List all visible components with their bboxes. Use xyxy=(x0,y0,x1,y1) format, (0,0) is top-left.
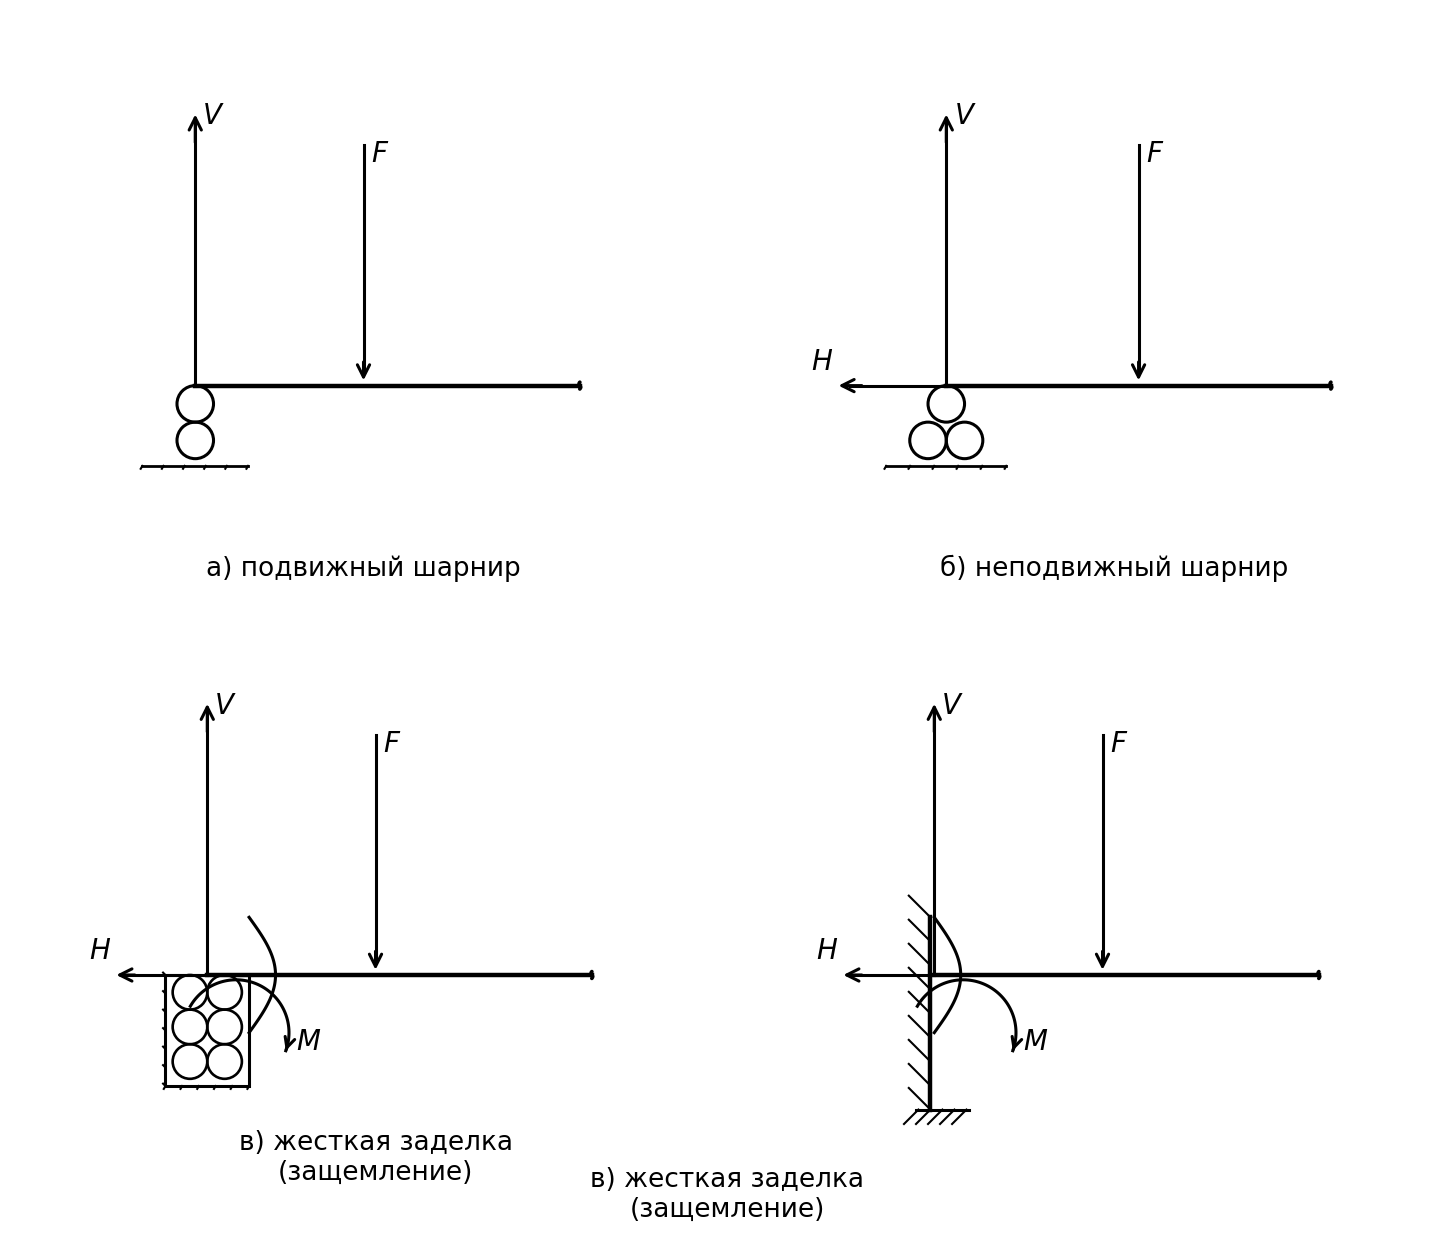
Text: $V$: $V$ xyxy=(942,692,964,720)
Text: в) жесткая заделка
(защемление): в) жесткая заделка (защемление) xyxy=(590,1166,864,1223)
Text: $M$: $M$ xyxy=(1024,1028,1048,1056)
Text: $V$: $V$ xyxy=(215,692,237,720)
Text: $V$: $V$ xyxy=(954,103,976,130)
Text: $F$: $F$ xyxy=(382,730,401,757)
Text: $H$: $H$ xyxy=(816,938,838,966)
Text: $M$: $M$ xyxy=(297,1028,321,1056)
Text: $F$: $F$ xyxy=(371,140,390,168)
Text: в) жесткая заделка
(защемление): в) жесткая заделка (защемление) xyxy=(238,1130,512,1185)
Text: $H$: $H$ xyxy=(811,349,833,376)
Bar xyxy=(166,976,249,1086)
Text: $F$: $F$ xyxy=(1146,140,1165,168)
Text: $V$: $V$ xyxy=(202,103,225,130)
Text: $H$: $H$ xyxy=(89,938,111,966)
Text: а) подвижный шарнир: а) подвижный шарнир xyxy=(206,556,521,582)
Text: $F$: $F$ xyxy=(1109,730,1128,757)
Text: б) неподвижный шарнир: б) неподвижный шарнир xyxy=(941,554,1288,582)
